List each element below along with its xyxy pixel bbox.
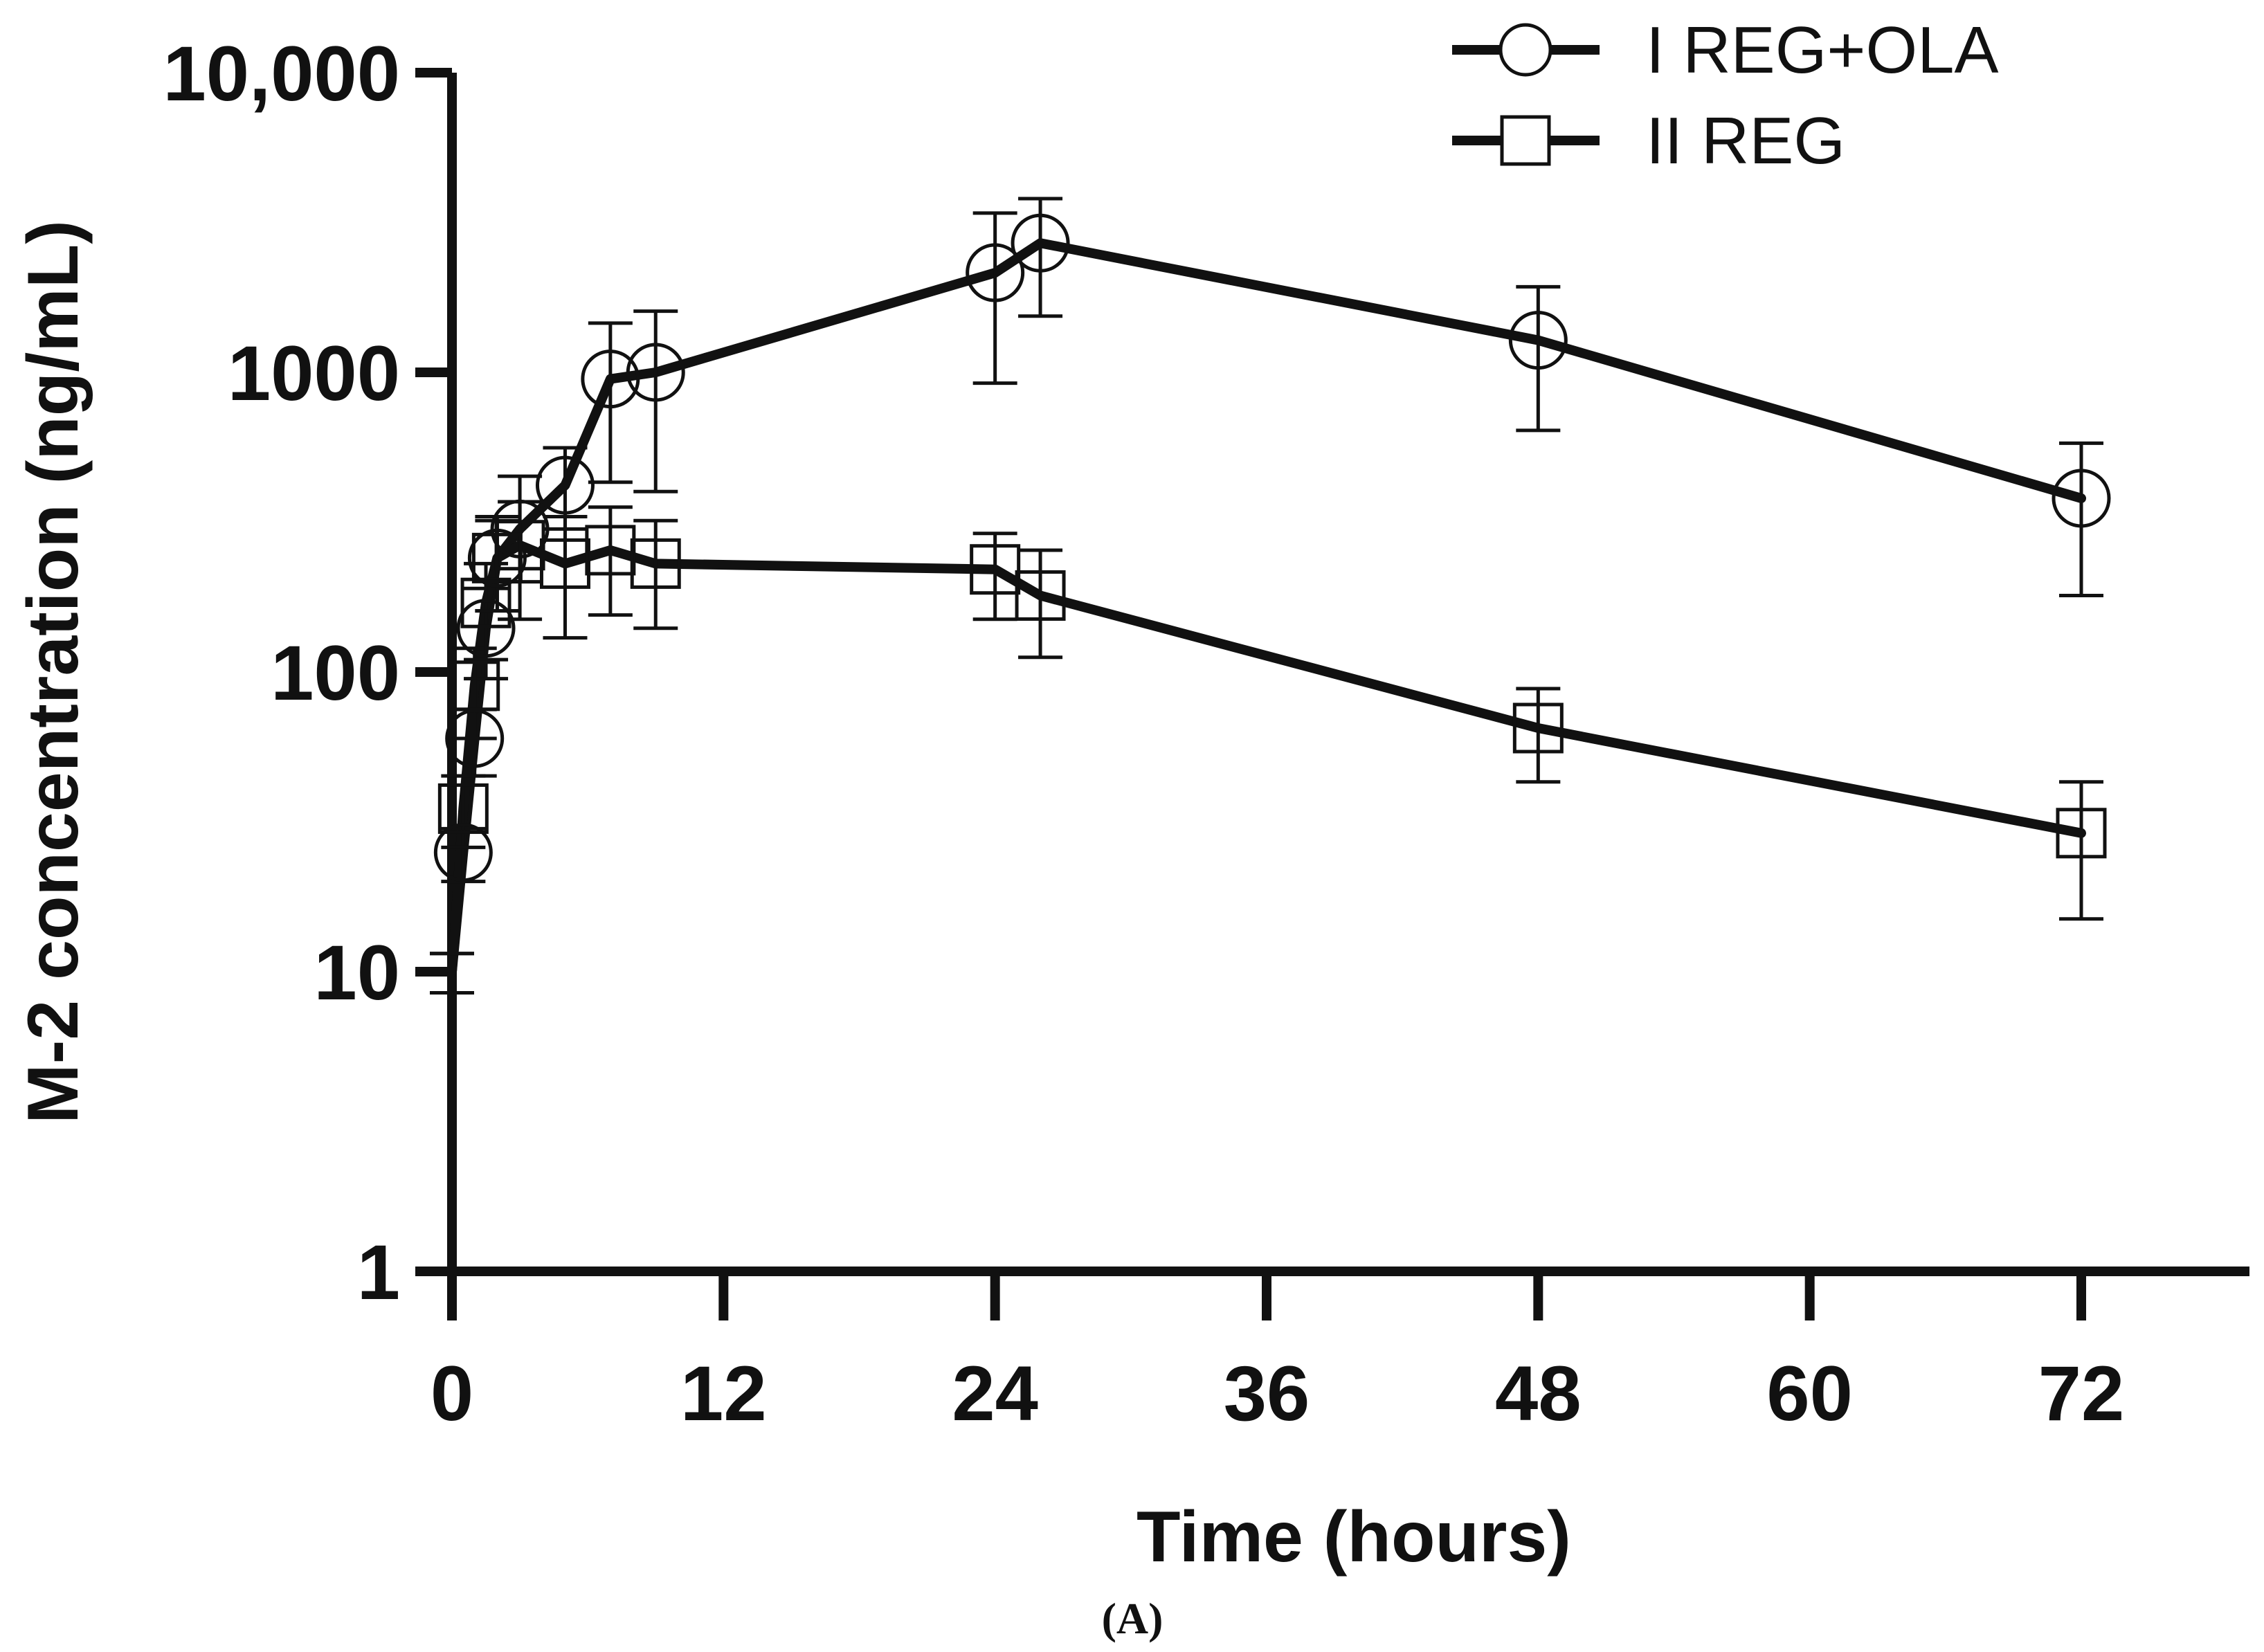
x-tick-label: 0 bbox=[431, 1350, 473, 1437]
x-tick-label: 60 bbox=[1766, 1350, 1853, 1437]
x-axis-title: Time (hours) bbox=[1136, 1497, 1571, 1577]
series-line-reg-ola bbox=[447, 238, 2086, 977]
data-point-reg-ola bbox=[456, 599, 516, 658]
error-bar-reg bbox=[2059, 780, 2103, 921]
data-point-reg bbox=[630, 538, 681, 589]
data-point-reg bbox=[460, 577, 511, 628]
data-point-reg bbox=[539, 538, 590, 589]
axes bbox=[447, 73, 2249, 1276]
data-point-reg bbox=[449, 660, 500, 711]
y-tick-label: 10,000 bbox=[163, 30, 400, 117]
data-point-reg-ola bbox=[626, 343, 685, 402]
error-bar-reg bbox=[430, 952, 474, 995]
y-axis-title: M-2 concentration (ng/mL) bbox=[13, 220, 93, 1124]
error-bar-reg bbox=[1018, 548, 1063, 660]
data-point-reg bbox=[585, 525, 636, 576]
data-point-reg-ola bbox=[966, 243, 1025, 302]
data-point-reg bbox=[970, 544, 1021, 595]
legend: I REG+OLA II REG bbox=[1452, 13, 1999, 178]
error-bar-reg-ola bbox=[2059, 441, 2103, 597]
legend-marker-square bbox=[1500, 115, 1551, 166]
ticks: 1 10 100 1000 10,000 0 12 24 36 48 60 72 bbox=[163, 30, 2124, 1437]
data-point-reg-ola bbox=[2052, 469, 2111, 528]
error-bars bbox=[430, 197, 2103, 995]
x-tick-label: 36 bbox=[1224, 1350, 1310, 1437]
series-lines bbox=[447, 238, 2086, 977]
y-tick-label: 1000 bbox=[228, 330, 400, 417]
series-line-reg bbox=[447, 540, 2086, 977]
legend-label-reg: II REG bbox=[1646, 104, 1845, 178]
data-point-reg-ola bbox=[1508, 311, 1568, 370]
error-bar-reg-ola bbox=[972, 211, 1017, 385]
x-tick-label: 72 bbox=[2038, 1350, 2125, 1437]
error-bar-reg-ola bbox=[1516, 284, 1561, 433]
legend-entry-reg-ola: I REG+OLA bbox=[1452, 13, 1999, 87]
x-tick-label: 12 bbox=[680, 1350, 767, 1437]
y-tick-label: 100 bbox=[271, 630, 400, 716]
error-bar-reg bbox=[633, 518, 678, 630]
series bbox=[430, 197, 2111, 995]
error-bar-reg bbox=[972, 532, 1017, 621]
data-point-reg bbox=[1512, 702, 1564, 754]
data-point-reg bbox=[2056, 808, 2107, 859]
error-bar-reg bbox=[441, 774, 486, 849]
data-markers bbox=[433, 213, 2111, 882]
data-point-reg bbox=[1015, 570, 1066, 621]
x-tick-label: 48 bbox=[1495, 1350, 1582, 1437]
data-point-reg bbox=[437, 783, 489, 834]
data-point-reg-ola bbox=[433, 823, 493, 882]
data-point-reg-ola bbox=[581, 350, 640, 409]
data-point-reg bbox=[494, 520, 545, 571]
y-tick-label: 1 bbox=[357, 1229, 400, 1316]
x-tick-label: 24 bbox=[952, 1350, 1038, 1437]
legend-label-reg-ola: I REG+OLA bbox=[1646, 13, 1999, 87]
error-bar-reg-ola bbox=[1018, 197, 1063, 318]
data-point-reg-ola bbox=[1011, 213, 1070, 273]
legend-entry-reg: II REG bbox=[1452, 104, 1845, 178]
panel-label: (A) bbox=[1102, 1594, 1163, 1643]
error-bar-reg bbox=[588, 505, 633, 617]
error-bar-reg bbox=[543, 514, 588, 640]
data-point-reg-ola bbox=[535, 455, 595, 515]
y-tick-label: 10 bbox=[314, 929, 400, 1016]
legend-marker-circle bbox=[1498, 23, 1552, 77]
